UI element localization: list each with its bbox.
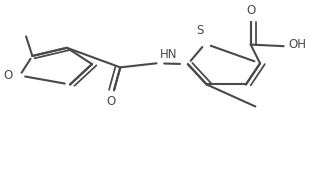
Text: O: O — [3, 69, 13, 82]
Text: S: S — [197, 24, 204, 37]
Text: O: O — [106, 95, 115, 108]
Text: O: O — [246, 4, 255, 17]
Text: HN: HN — [160, 48, 177, 61]
Text: OH: OH — [288, 38, 306, 51]
